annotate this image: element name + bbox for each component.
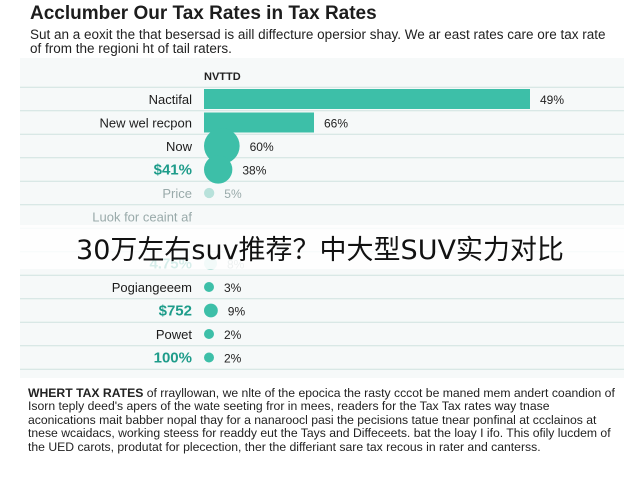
dot-marker	[204, 329, 214, 339]
category-label: $752	[159, 303, 192, 320]
chart-subtitle: Sut an a eoxit the that besersad is aill…	[30, 27, 606, 56]
category-label: Pogiangeeem	[112, 280, 192, 295]
value-label: 38%	[242, 164, 266, 178]
footnote-lead: WHERT TAX RATES	[28, 386, 144, 400]
category-label: Nactifal	[149, 92, 192, 107]
dot-marker	[204, 282, 214, 292]
bar	[204, 112, 314, 133]
bar	[204, 89, 530, 109]
value-label: 2%	[224, 328, 242, 342]
category-label: 100%	[154, 350, 192, 367]
chart-title: Acclumber Our Tax Rates in Tax Rates	[30, 3, 377, 24]
value-label: 5%	[224, 187, 242, 201]
value-label: 3%	[224, 281, 242, 295]
footnote-body: of rrayllowan, we nlte of the epocica th…	[28, 386, 615, 454]
dot-marker	[204, 352, 214, 363]
dot-marker	[204, 303, 218, 318]
category-label: Powet	[156, 327, 193, 342]
value-label: 9%	[228, 305, 246, 319]
dot-marker	[204, 187, 215, 199]
category-label: Luok for ceaint af	[92, 210, 192, 225]
category-label: $41%	[154, 162, 192, 179]
dot-marker	[204, 128, 240, 164]
category-label: Now	[166, 139, 193, 154]
category-label: New wel recpon	[100, 116, 193, 131]
dot-marker	[204, 155, 233, 184]
category-label: Price	[162, 186, 192, 201]
overlay-caption: 30万左右suv推荐？中大型SUV实力对比	[0, 225, 640, 269]
legend-title: NVTTD	[204, 71, 241, 83]
chart-footnote: WHERT TAX RATES of rrayllowan, we nlte o…	[28, 386, 620, 454]
bar-chart: NVTTD Nactifal 49% New wel recpon 66% Now 60% $…	[20, 71, 624, 370]
value-label: 2%	[224, 352, 242, 366]
value-label: 66%	[324, 117, 348, 131]
value-label: 60%	[250, 140, 274, 154]
value-label: 49%	[540, 93, 564, 107]
chart-panel: NVTTD Nactifal 49% New wel recpon 66% Now 60% $…	[20, 58, 624, 378]
